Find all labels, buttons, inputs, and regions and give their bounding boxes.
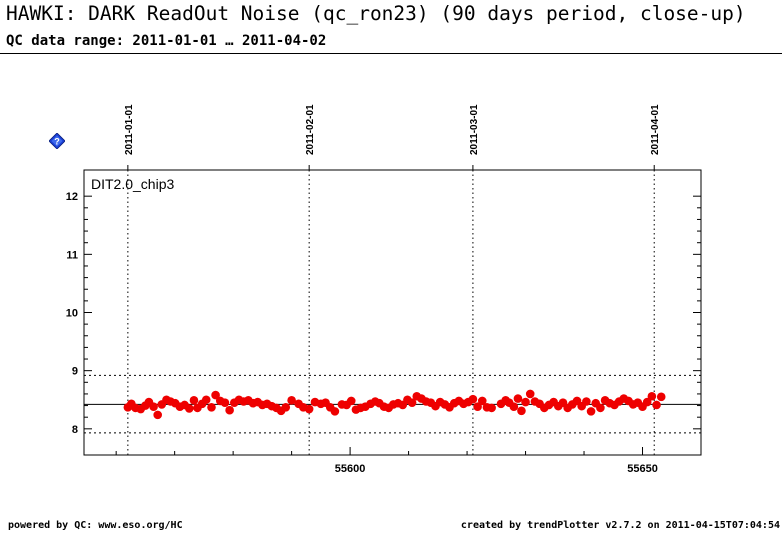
grid-layer bbox=[84, 170, 701, 455]
data-point bbox=[281, 403, 291, 412]
data-point bbox=[346, 396, 356, 406]
panel-label: DIT2.0_chip3 bbox=[91, 176, 174, 192]
y-tick-label: 12 bbox=[66, 191, 78, 203]
data-point bbox=[149, 402, 158, 412]
data-point bbox=[189, 396, 199, 405]
data-point bbox=[487, 403, 496, 413]
data-point bbox=[153, 410, 162, 420]
date-marker-label: 2011-01-01 bbox=[124, 104, 135, 155]
date-marker-label: 2011-04-01 bbox=[650, 104, 661, 155]
data-point bbox=[211, 390, 220, 400]
data-point bbox=[477, 396, 487, 406]
data-point bbox=[287, 396, 296, 405]
data-point bbox=[304, 404, 314, 414]
data-point bbox=[207, 403, 216, 412]
y-tick-label: 10 bbox=[66, 308, 78, 320]
data-point bbox=[184, 404, 194, 413]
date-marker-label: 2011-02-01 bbox=[305, 104, 316, 155]
data-point bbox=[407, 398, 417, 407]
chart-title: HAWKI: DARK ReadOut Noise (qc_ron23) (90… bbox=[6, 2, 746, 25]
data-point bbox=[330, 407, 340, 416]
data-point bbox=[517, 406, 526, 416]
header-divider bbox=[0, 53, 782, 54]
data-point bbox=[201, 395, 211, 405]
help-diamond-icon[interactable]: ? bbox=[49, 133, 65, 149]
data-point bbox=[656, 392, 666, 402]
data-point bbox=[473, 402, 482, 412]
data-point bbox=[652, 400, 661, 410]
data-point bbox=[220, 398, 230, 407]
data-point bbox=[582, 397, 591, 406]
x-tick-label: 55600 bbox=[335, 463, 366, 475]
data-point bbox=[642, 397, 652, 407]
footer-powered-by: powered by QC: www.eso.org/HC bbox=[8, 520, 183, 531]
data-point bbox=[647, 391, 657, 401]
data-points-layer bbox=[123, 389, 666, 420]
axis-layer: 2011-01-01 2011-02-01 2011-03-01 2011-04-01… bbox=[66, 104, 702, 475]
data-point bbox=[509, 402, 519, 412]
y-tick-label: 9 bbox=[72, 366, 78, 378]
svg-text:?: ? bbox=[54, 137, 60, 147]
data-range-subtitle: QC data range: 2011-01-01 … 2011-04-02 bbox=[6, 33, 327, 49]
data-point bbox=[525, 389, 535, 399]
data-point bbox=[225, 405, 234, 415]
data-point bbox=[586, 407, 596, 416]
data-point bbox=[521, 397, 530, 407]
date-marker-label: 2011-03-01 bbox=[469, 104, 480, 155]
data-point bbox=[468, 394, 478, 404]
y-tick-label: 11 bbox=[66, 249, 78, 261]
plot-frame bbox=[83, 169, 702, 456]
y-tick-label: 8 bbox=[72, 424, 78, 436]
x-tick-label: 55650 bbox=[627, 463, 658, 475]
footer-created-by: created by trendPlotter v2.7.2 on 2011-0… bbox=[460, 520, 780, 531]
data-point bbox=[596, 403, 605, 413]
data-point bbox=[513, 394, 523, 403]
